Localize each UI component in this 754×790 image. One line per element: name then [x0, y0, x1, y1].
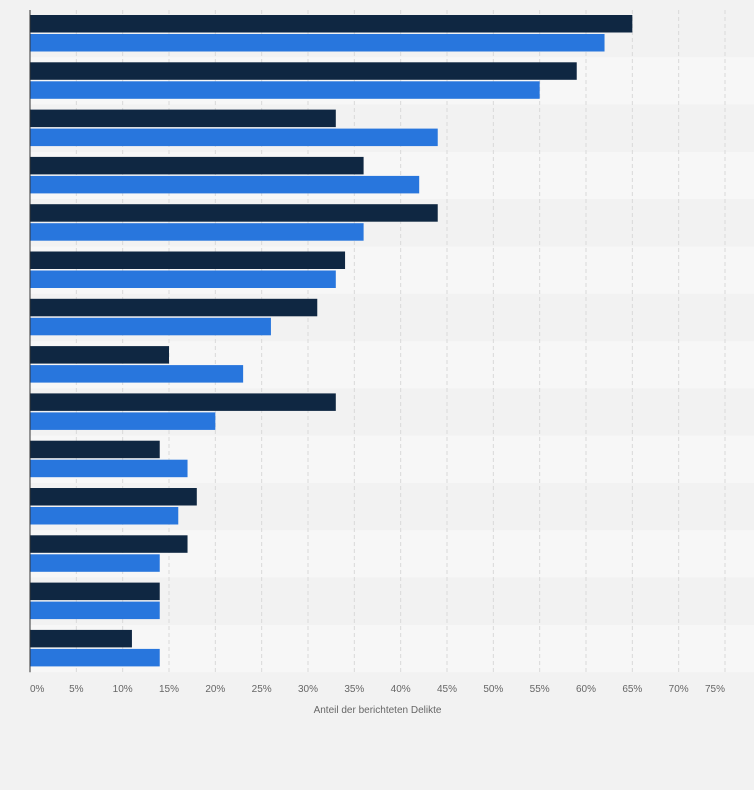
bar-series-1 [30, 393, 336, 411]
bar-series-1 [30, 346, 169, 364]
x-tick-label: 20% [205, 684, 225, 695]
bar-series-1 [30, 156, 364, 175]
x-tick-label: 70% [669, 684, 689, 695]
x-tick-label: 65% [622, 684, 642, 695]
x-axis-title: Anteil der berichteten Delikte [314, 705, 442, 716]
x-tick-labels: 0% 5% 10% 15% 20% 25% 30% 35% 40% 45% 50% 55% 60% 65%… [30, 684, 725, 695]
grid-lines [75, 10, 726, 673]
bar-series-1 [30, 15, 633, 33]
bar-series-1 [30, 62, 577, 80]
bar-series-1 [30, 488, 197, 506]
bar-series-1 [30, 582, 160, 601]
bar-series-1 [30, 204, 438, 222]
bar-series-2 [30, 270, 336, 288]
x-tick-label: 55% [530, 684, 550, 695]
bar-series-2 [30, 554, 160, 572]
x-tick-label: 5% [69, 684, 84, 695]
bar-series-2 [30, 365, 244, 383]
bars [30, 15, 633, 667]
row-bands [30, 10, 754, 673]
x-tick-label: 15% [159, 684, 179, 695]
bar-series-1 [30, 109, 336, 128]
bar-series-2 [30, 648, 160, 667]
bar-series-1 [30, 298, 318, 317]
x-tick-label: 60% [576, 684, 596, 695]
bar-series-2 [30, 223, 364, 241]
bar-series-1 [30, 440, 160, 459]
bar-series-2 [30, 81, 540, 99]
bar-series-2 [30, 601, 160, 620]
x-tick-label: 35% [344, 684, 364, 695]
bar-series-1 [30, 251, 346, 269]
bar-series-2 [30, 317, 271, 336]
x-tick-label: 30% [298, 684, 318, 695]
x-tick-label: 75% [705, 684, 725, 695]
x-tick-label: 10% [113, 684, 133, 695]
x-tick-label: 45% [437, 684, 457, 695]
bar-series-2 [30, 34, 605, 52]
bar-series-1 [30, 535, 188, 553]
bar-series-2 [30, 507, 179, 525]
bar-series-2 [30, 459, 188, 478]
x-tick-label: 25% [252, 684, 272, 695]
bar-series-2 [30, 412, 216, 430]
x-tick-label: 50% [483, 684, 503, 695]
bar-series-2 [30, 128, 438, 147]
bar-series-2 [30, 175, 420, 194]
bar-series-1 [30, 629, 132, 648]
x-tick-label: 40% [391, 684, 411, 695]
x-tick-label: 0% [30, 684, 45, 695]
